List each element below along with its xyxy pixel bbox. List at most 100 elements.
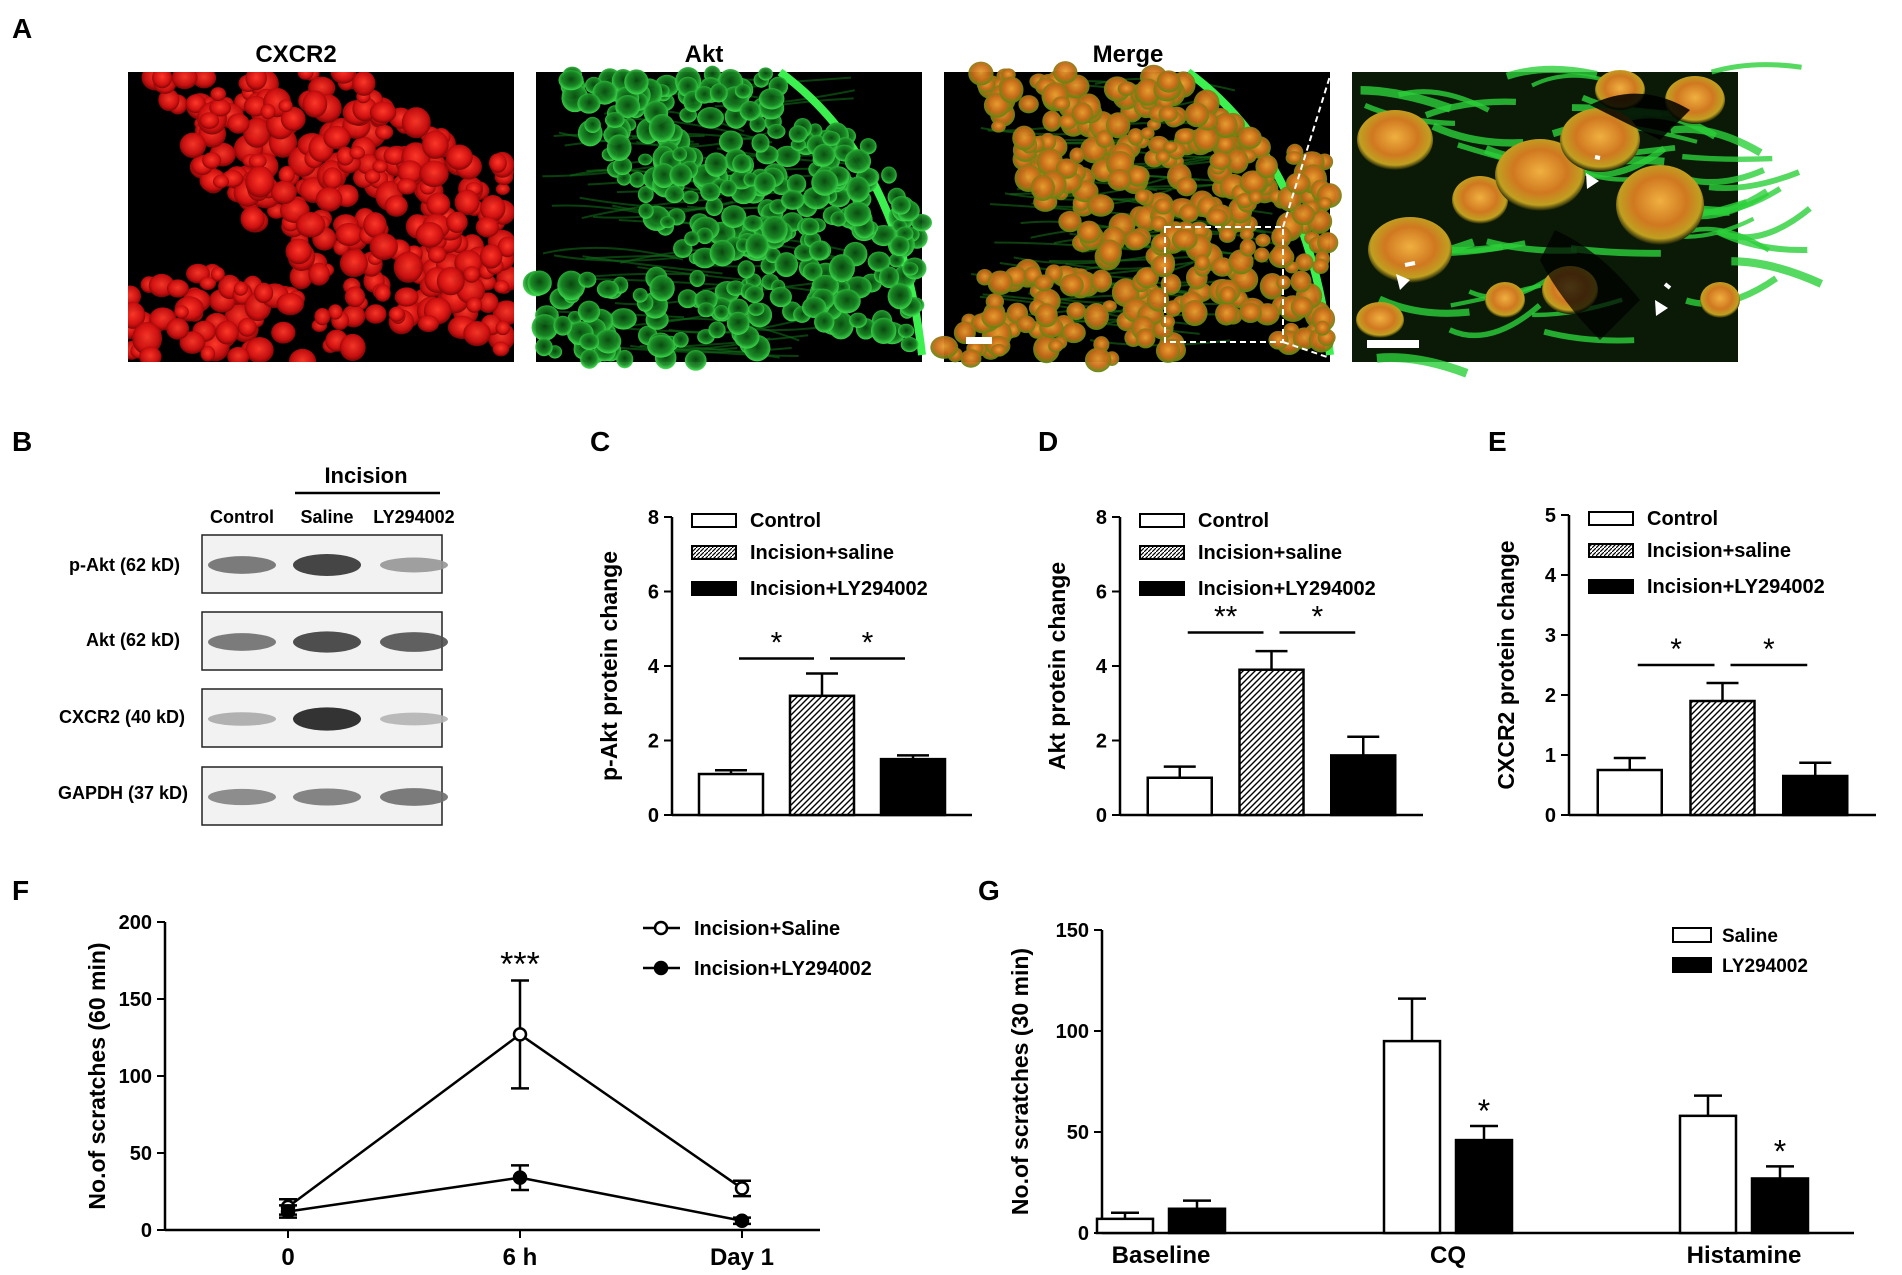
cell [718,130,743,153]
fibre [1505,65,1598,80]
cell [897,323,915,338]
significance-marker: * [1763,633,1775,666]
cell [1211,257,1234,277]
cell [488,153,507,173]
cell [889,235,910,257]
cell [726,311,750,335]
legend-swatch [691,513,737,528]
cell [1239,302,1262,323]
significance-marker: * [862,627,874,660]
y-axis-label: Akt protein change [1044,562,1070,770]
cell [330,72,357,84]
x-tick-label: 6 h [503,1244,538,1271]
arrow-icon [1396,274,1410,290]
cell [677,289,698,309]
cell [577,93,601,114]
cell [1178,203,1199,223]
cell [1255,233,1271,247]
cell [891,196,911,215]
cell [1317,197,1333,210]
legend-swatch [1672,957,1712,973]
cell [1154,198,1173,215]
cell [375,124,394,140]
chart-g: 0 50 100 150 No.of scratches (30 min) Baselin… [1007,920,1854,1269]
cell [1485,282,1525,318]
cell [887,283,913,310]
x-tick-label: Day 1 [710,1244,774,1271]
western-blot: Incision Control Saline LY294002 p-Akt (… [58,463,455,826]
cell [999,76,1024,104]
cell [902,262,919,276]
cell [302,90,328,118]
cell [212,174,229,189]
y-axis-label: p-Akt protein change [596,551,622,781]
cell [233,281,248,296]
bar [879,757,947,817]
cell [339,249,368,278]
cell [328,304,343,320]
blot-band [293,554,361,576]
cell [227,113,250,134]
cell [243,117,271,148]
cell [285,238,312,265]
cell [314,308,331,326]
data-point [734,1213,750,1229]
cell [828,254,855,283]
cell [1495,139,1585,211]
cell [463,266,480,283]
cell [215,320,239,345]
cell [616,171,632,186]
cell [802,262,823,282]
cell [1030,174,1056,202]
cell [1314,320,1331,336]
legend-marker [653,920,669,936]
arrow-icon [1586,173,1599,189]
cell [475,216,500,238]
y-tick-label: 0 [1078,1223,1089,1245]
zoom-region-box [1164,226,1284,343]
cell [1160,314,1175,330]
y-axis-label: No.of scratches (60 min) [84,942,110,1209]
cell [557,270,586,301]
legend-label: Incision+saline [1198,542,1342,564]
cell [1219,286,1237,305]
cell [774,145,801,168]
cell [737,260,756,279]
cell [1150,216,1168,232]
arrow-icon [1655,300,1668,316]
cell [990,343,1007,357]
cell [888,253,905,268]
blot-band [293,707,361,731]
cell [1248,190,1263,205]
fibre [542,246,684,261]
cell [786,174,807,194]
micrograph-zoom [1352,62,1824,378]
cell [209,99,232,117]
cell [1084,347,1112,373]
cell [1146,287,1170,312]
cell [308,262,330,286]
fibre [990,203,1131,216]
cell [769,286,792,308]
cell [1225,148,1249,174]
cell [811,169,839,196]
micrograph-merge [930,61,1342,373]
cell [774,252,799,278]
cell [479,244,503,269]
cell [278,166,295,184]
cell [800,218,820,236]
arrow-icon [1663,282,1672,290]
cell [1452,176,1508,224]
cell [415,222,444,248]
cell [1356,302,1404,338]
cell [132,322,163,355]
scale-bar-zoom [1367,340,1419,348]
significance-marker: * [1670,633,1682,666]
cell [1058,210,1082,233]
cell [1255,154,1278,179]
fibre [1004,192,1146,201]
y-tick-label: 0 [1545,805,1556,827]
cell [637,185,654,204]
chart-e: 0 1 2 3 4 5 CXCR2 protein change * * Control Incis… [1493,505,1876,827]
blot-band [208,633,276,651]
